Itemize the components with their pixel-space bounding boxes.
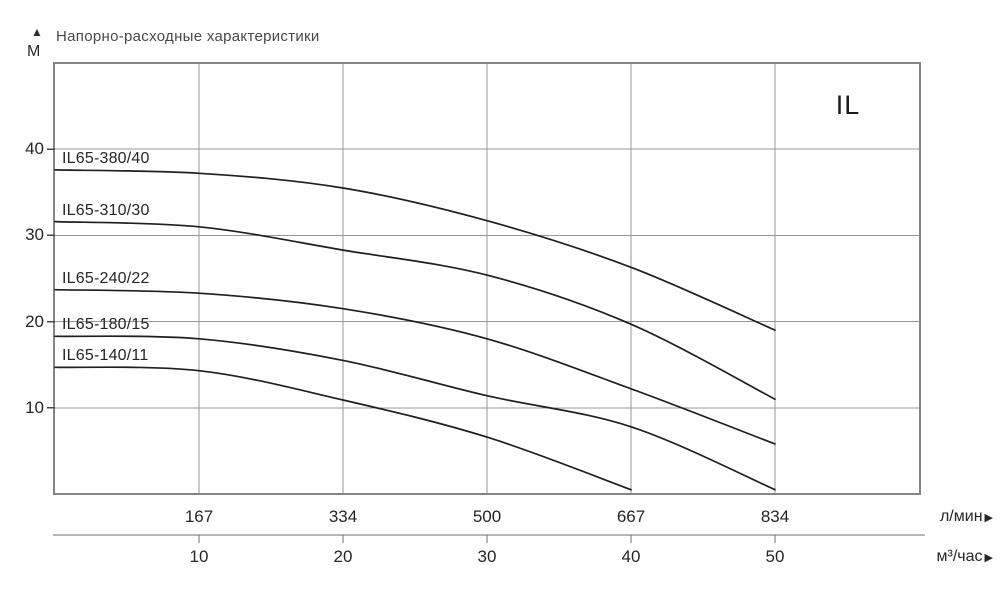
curve-label-IL65-240/22: IL65-240/22	[62, 269, 150, 287]
y-tick-label-30: 30	[25, 225, 44, 245]
x-tick-label-m3h-40: 40	[621, 547, 641, 566]
curve-label-IL65-380/40: IL65-380/40	[62, 149, 150, 167]
x-tick-label-lmin-500: 500	[472, 507, 502, 526]
y-axis-up-arrow-icon: ▲	[31, 25, 43, 39]
y-tick-label-40: 40	[25, 139, 44, 159]
x-axis-secondary-unit-label: м³/час ▶	[937, 547, 993, 568]
x-axis-primary-unit-text: л/мин	[939, 508, 983, 525]
x-tick-label-lmin-167: 167	[184, 507, 214, 526]
curve-label-IL65-140/11: IL65-140/11	[62, 347, 149, 365]
x-tick-label-m3h-50: 50	[765, 547, 785, 566]
curve-IL65-180/15	[54, 335, 776, 491]
x-axis-secondary-unit-text: м³/час	[936, 548, 983, 565]
curve-IL65-240/22	[54, 288, 776, 445]
right-arrow-icon: ▶	[984, 552, 993, 564]
y-axis-unit-label: М	[27, 43, 41, 60]
chart-title: Напорно-расходные характеристики	[56, 28, 320, 45]
x-tick-label-lmin-834: 834	[760, 507, 790, 526]
y-tick-label-10: 10	[25, 397, 44, 417]
y-tick-label-20: 20	[25, 311, 44, 331]
x-tick-label-lmin-334: 334	[328, 507, 358, 526]
curve-IL65-140/11	[54, 366, 632, 491]
x-tick-label-m3h-30: 30	[477, 547, 497, 566]
curve-IL65-380/40	[54, 169, 776, 332]
curve-label-IL65-180/15: IL65-180/15	[62, 316, 150, 334]
x-tick-label-m3h-20: 20	[333, 547, 353, 566]
right-arrow-icon: ▶	[984, 512, 993, 524]
curve-label-IL65-310/30: IL65-310/30	[62, 201, 150, 219]
plot-frame	[53, 62, 921, 495]
curve-IL65-310/30	[54, 220, 776, 401]
series-family-label: IL	[835, 90, 861, 120]
x-tick-label-m3h-10: 10	[189, 547, 209, 566]
x-axis-primary-unit-label: л/мин ▶	[940, 507, 993, 528]
x-tick-label-lmin-667: 667	[616, 507, 646, 526]
